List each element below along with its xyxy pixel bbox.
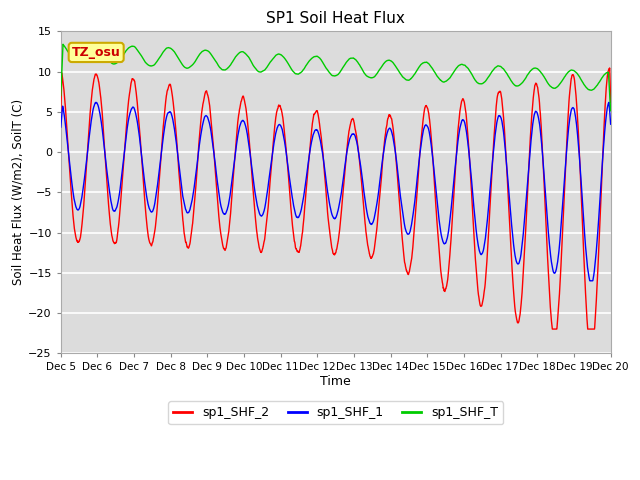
Y-axis label: Soil Heat Flux (W/m2), SoilT (C): Soil Heat Flux (W/m2), SoilT (C) [11, 99, 24, 286]
Title: SP1 Soil Heat Flux: SP1 Soil Heat Flux [266, 11, 405, 26]
Text: TZ_osu: TZ_osu [72, 46, 120, 59]
Legend: sp1_SHF_2, sp1_SHF_1, sp1_SHF_T: sp1_SHF_2, sp1_SHF_1, sp1_SHF_T [168, 401, 503, 424]
X-axis label: Time: Time [321, 375, 351, 388]
